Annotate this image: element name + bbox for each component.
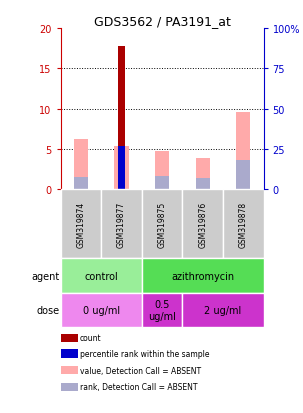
Bar — [118, 147, 125, 190]
Bar — [236, 112, 250, 190]
Bar — [182, 190, 223, 259]
Bar — [236, 161, 250, 190]
Text: count: count — [80, 333, 102, 342]
Text: GSM319874: GSM319874 — [76, 201, 85, 247]
Text: value, Detection Call = ABSENT: value, Detection Call = ABSENT — [80, 366, 201, 375]
Bar — [155, 152, 169, 190]
Bar — [196, 158, 210, 190]
Bar — [142, 259, 264, 293]
Text: control: control — [84, 271, 118, 281]
Bar — [142, 293, 182, 328]
Bar — [223, 190, 264, 259]
Bar — [115, 147, 128, 190]
Bar — [182, 293, 264, 328]
Text: azithromycin: azithromycin — [171, 271, 234, 281]
Bar — [101, 190, 142, 259]
Bar — [142, 190, 182, 259]
Bar — [61, 259, 142, 293]
Text: percentile rank within the sample: percentile rank within the sample — [80, 349, 210, 358]
Text: 0.5
ug/ml: 0.5 ug/ml — [148, 299, 176, 321]
Bar — [74, 140, 88, 190]
Text: 2 ug/ml: 2 ug/ml — [205, 305, 241, 315]
Bar — [61, 366, 78, 375]
Text: GSM319876: GSM319876 — [198, 201, 207, 247]
Text: rank, Detection Call = ABSENT: rank, Detection Call = ABSENT — [80, 382, 198, 392]
Text: GSM319877: GSM319877 — [117, 201, 126, 247]
Bar — [61, 190, 101, 259]
Bar — [196, 178, 210, 190]
Text: 0 ug/ml: 0 ug/ml — [83, 305, 120, 315]
Bar — [118, 47, 125, 190]
Text: GSM319878: GSM319878 — [239, 201, 248, 247]
Title: GDS3562 / PA3191_at: GDS3562 / PA3191_at — [94, 15, 231, 28]
Bar — [74, 178, 88, 190]
Bar — [61, 383, 78, 391]
Text: dose: dose — [37, 305, 60, 315]
Bar — [61, 293, 142, 328]
Bar — [155, 177, 169, 190]
Bar — [61, 334, 78, 342]
Text: agent: agent — [32, 271, 60, 281]
Bar — [61, 350, 78, 358]
Text: GSM319875: GSM319875 — [158, 201, 167, 247]
